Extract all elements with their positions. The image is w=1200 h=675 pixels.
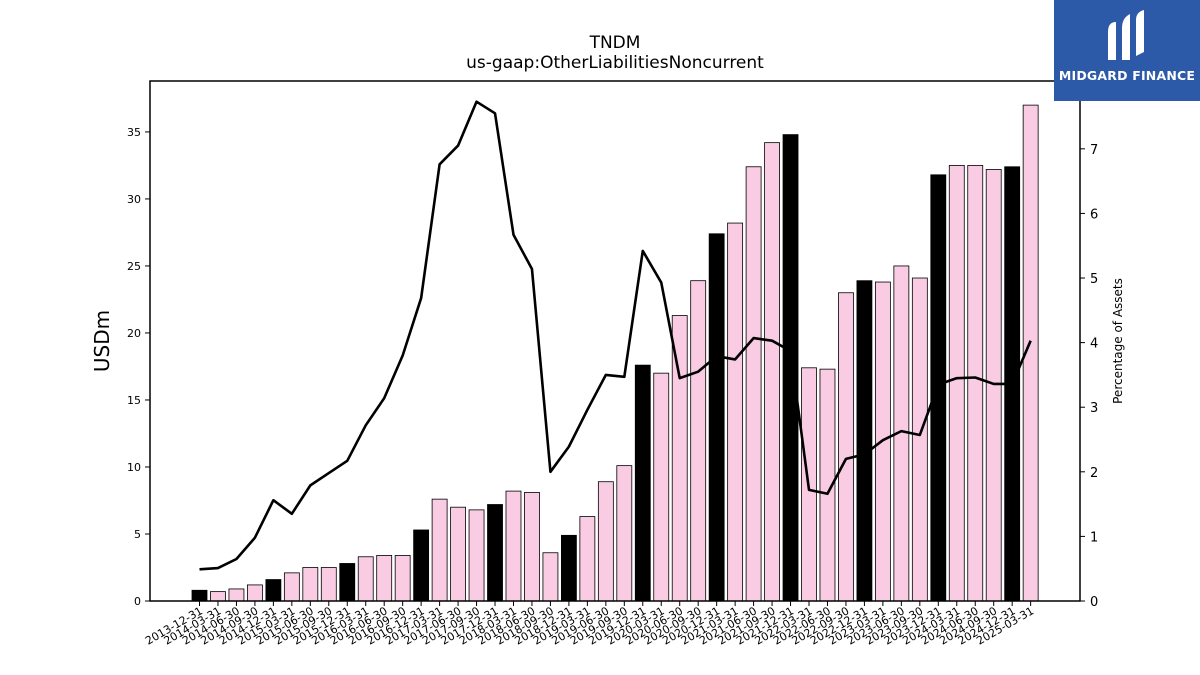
bar: [671, 315, 688, 602]
bar: [911, 277, 928, 602]
bar: [745, 166, 762, 602]
bar: [413, 529, 430, 602]
bar: [690, 280, 707, 602]
y-tick-label: 15: [127, 394, 141, 407]
y2-tick-label: 3: [1090, 401, 1098, 416]
bar: [320, 567, 337, 602]
y-axis-left: 0 5 10 15 20 25 30 35: [127, 126, 150, 608]
bar: [210, 591, 226, 602]
bar: [967, 165, 984, 602]
y-tick-label: 0: [134, 595, 141, 608]
bar: [948, 165, 965, 602]
bar: [542, 552, 559, 602]
bar: [339, 563, 356, 602]
bar: [283, 572, 300, 602]
bar: [616, 465, 633, 602]
y2-tick-label: 0: [1090, 595, 1098, 610]
logo-text: MIDGARD FINANCE: [1058, 68, 1196, 83]
bar: [357, 556, 374, 602]
y-tick-label: 10: [127, 461, 141, 474]
chart-subtitle: us-gaap:OtherLiabilitiesNoncurrent: [466, 53, 764, 73]
bar: [838, 292, 854, 602]
y2-tick-label: 6: [1090, 207, 1098, 222]
y-axis-right: 0 1 2 3 4 5 6 7: [1080, 143, 1098, 610]
y-axis-label: USDm: [90, 310, 114, 372]
bar: [856, 280, 873, 602]
y-tick-label: 5: [134, 528, 141, 541]
y2-tick-label: 7: [1090, 143, 1098, 158]
bar-series: [191, 104, 1039, 602]
bar: [764, 142, 780, 602]
bar: [653, 372, 670, 602]
bar: [634, 364, 651, 602]
bar: [561, 534, 577, 602]
bar: [265, 579, 282, 602]
plot-frame: [149, 80, 1081, 602]
bar: [394, 555, 411, 602]
bar: [450, 506, 466, 602]
bar: [191, 589, 208, 602]
bar: [228, 588, 245, 602]
bar: [302, 567, 319, 602]
bar: [247, 584, 263, 602]
y2-tick-label: 5: [1090, 272, 1098, 287]
bar: [782, 134, 799, 602]
line-series: [199, 100, 1032, 571]
y-tick-label: 35: [127, 126, 141, 139]
x-axis: 2013-12-312014-03-312014-06-302014-09-30…: [143, 601, 1036, 648]
bar: [579, 516, 596, 602]
bar: [597, 481, 614, 602]
bar: [727, 222, 744, 602]
bar: [468, 509, 485, 602]
bar: [431, 498, 448, 602]
y-tick-label: 30: [127, 193, 141, 206]
percentage-line: [199, 100, 1032, 571]
brand-logo: MIDGARD FINANCE: [1054, 0, 1200, 101]
y2-tick-label: 1: [1090, 530, 1098, 545]
y2-tick-label: 2: [1090, 466, 1098, 481]
y-tick-label: 20: [127, 327, 141, 340]
y-tick-label: 25: [127, 260, 141, 273]
bar: [487, 504, 503, 602]
midgard-logo-icon: [1108, 10, 1144, 60]
bar: [505, 490, 522, 602]
y2-tick-label: 4: [1090, 337, 1098, 352]
bar: [376, 555, 393, 602]
y2-axis-label: Percentage of Assets: [1111, 278, 1125, 404]
chart-title: TNDM: [589, 33, 641, 53]
bar: [524, 492, 540, 602]
bar: [708, 233, 725, 602]
